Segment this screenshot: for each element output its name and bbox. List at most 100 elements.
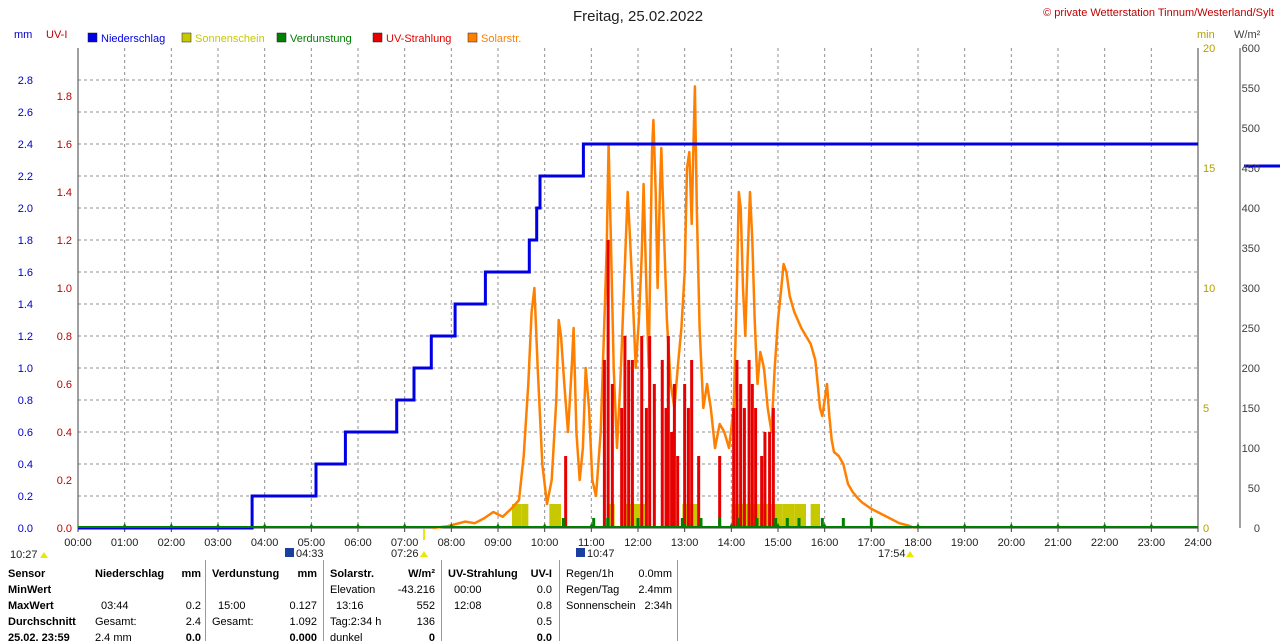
- stats-solar-label: dunkel: [330, 632, 363, 644]
- legend-swatch: [467, 32, 478, 43]
- stats-uv-value: 0.0: [536, 584, 552, 596]
- x-tick-label: 16:00: [811, 537, 839, 549]
- noon-label: 10:47: [587, 548, 615, 560]
- stats-rain-value: 2.4: [185, 616, 201, 628]
- stats-uv-value: 0.5: [536, 616, 552, 628]
- stats-rain-unit: mm: [181, 568, 201, 580]
- sun-marker-icon: [40, 552, 48, 558]
- legend-label: Verdunstung: [290, 33, 352, 45]
- y-mm-tick-label: 0.8: [18, 395, 33, 407]
- stats-regen-label: Regen/Tag: [566, 584, 620, 596]
- stats-evap-label: 15:00: [218, 600, 246, 612]
- x-tick-label: 15:00: [764, 537, 792, 549]
- y-min-tick-label: 20: [1203, 43, 1215, 55]
- sunshine-bar: [740, 504, 753, 528]
- x-tick-label: 21:00: [1044, 537, 1072, 549]
- stats-separator: [205, 560, 206, 641]
- x-tick-label: 11:00: [578, 537, 605, 549]
- unit-uvi-label: UV-I: [46, 29, 67, 41]
- stats-evap-column: Verdunstung mm 15:00 0.127 Gesamt: 1.092…: [212, 560, 317, 644]
- sunshine-bar: [771, 504, 783, 528]
- time-markers: 10:27 04:33 07:26 10:47 17:54: [10, 529, 914, 560]
- y-mm-tick-label: 2.8: [18, 75, 33, 87]
- legend-label: Niederschlag: [101, 33, 165, 45]
- stats-separator: [677, 560, 678, 641]
- y-uvi-tick-label: 0.0: [57, 523, 72, 535]
- y-mm-tick-label: 0.6: [18, 427, 33, 439]
- evaporation-marker: [308, 523, 314, 528]
- sunshine-bar: [631, 504, 638, 528]
- stats-separator: [441, 560, 442, 641]
- x-tick-label: 07:00: [391, 537, 419, 549]
- legend-label: Sonnenschein: [195, 33, 265, 45]
- sunshine-bar: [549, 504, 561, 528]
- stats-sensor-row: MaxWert: [8, 600, 54, 612]
- y-min-tick-label: 15: [1203, 163, 1215, 175]
- x-tick-label: 19:00: [951, 537, 979, 549]
- x-tick-label: 05:00: [298, 537, 326, 549]
- y-uvi-tick-label: 1.4: [57, 187, 72, 199]
- stats-regen-value: 0.0mm: [638, 568, 672, 580]
- y-min-tick-label: 10: [1203, 283, 1215, 295]
- stats-rain-label: Gesamt:: [95, 616, 137, 628]
- evaporation-marker: [168, 523, 174, 528]
- y-mm-tick-label: 2.2: [18, 171, 33, 183]
- dawn-label: 07:26: [391, 548, 419, 560]
- stats-separator: [323, 560, 324, 641]
- legend-swatch: [372, 32, 383, 43]
- stats-regen-column: Regen/1h 0.0mm Regen/Tag 2.4mm Sonnensch…: [566, 560, 672, 641]
- stats-separator: [559, 560, 560, 641]
- stats-uv-label: 00:00: [454, 584, 482, 596]
- grid: [78, 48, 1198, 528]
- y-uvi-tick-label: 0.4: [57, 427, 72, 439]
- unit-min-label: min: [1197, 29, 1215, 41]
- x-tick-label: 18:00: [904, 537, 932, 549]
- evaporation-marker: [262, 523, 268, 528]
- stats-uv-value: 0.8: [536, 600, 552, 612]
- evaporation-marker: [402, 523, 408, 528]
- y-wm2-tick-label: 250: [1242, 323, 1260, 335]
- x-tick-label: 24:00: [1184, 537, 1212, 549]
- legend: Niederschlag Sonnenschein Verdunstung UV-St…: [87, 32, 521, 45]
- stats-solar-unit: W/m²: [408, 568, 435, 580]
- sun-marker-icon: [906, 551, 914, 557]
- y-wm2-tick-label: 450: [1242, 163, 1260, 175]
- evaporation-marker: [1148, 523, 1154, 528]
- evaporation-marker: [1102, 523, 1108, 528]
- stats-uv-value: 0.0: [536, 632, 552, 644]
- stats-rain-value: 0.0: [185, 632, 201, 644]
- sunset-label: 17:54: [878, 548, 906, 560]
- stats-rain-label: 03:44: [101, 600, 129, 612]
- evaporation-marker: [1008, 523, 1014, 528]
- y-mm-tick-label: 2.4: [18, 139, 33, 151]
- evaporation-marker: [495, 523, 501, 528]
- y-mm-tick-label: 1.4: [18, 299, 33, 311]
- x-tick-label: 01:00: [111, 537, 139, 549]
- stats-rain-label: 2.4 mm: [95, 632, 132, 644]
- y-uvi-tick-label: 1.6: [57, 139, 72, 151]
- y-mm-tick-label: 0.2: [18, 491, 33, 503]
- x-tick-label: 23:00: [1138, 537, 1166, 549]
- stats-solar-column: Solarstr. W/m² Elevation -43.216 13:16 5…: [330, 560, 435, 644]
- x-tick-label: 08:00: [438, 537, 466, 549]
- tick-labels: 00:00 01:00 02:00 03:00 04:00 05:00 06:00 07:00…: [18, 43, 1260, 549]
- evaporation-marker: [215, 523, 221, 528]
- x-tick-label: 20:00: [998, 537, 1026, 549]
- stats-solar-value: 136: [416, 616, 435, 628]
- axes: [77, 48, 1241, 532]
- x-tick-label: 03:00: [204, 537, 232, 549]
- y-wm2-tick-label: 500: [1242, 123, 1260, 135]
- y-uvi-tick-label: 0.6: [57, 379, 72, 391]
- y-uvi-tick-label: 0.2: [57, 475, 72, 487]
- y-wm2-tick-label: 50: [1248, 483, 1260, 495]
- sunshine-bar: [521, 504, 529, 528]
- evaporation-marker: [915, 523, 921, 528]
- y-wm2-tick-label: 300: [1242, 283, 1260, 295]
- noon-icon: [576, 548, 585, 557]
- stats-regen-label: Regen/1h: [566, 568, 614, 580]
- y-wm2-tick-label: 100: [1242, 443, 1260, 455]
- y-wm2-tick-label: 200: [1242, 363, 1260, 375]
- uv-series: [564, 240, 775, 528]
- sunshine-bar: [782, 504, 795, 528]
- y-mm-tick-label: 2.6: [18, 107, 33, 119]
